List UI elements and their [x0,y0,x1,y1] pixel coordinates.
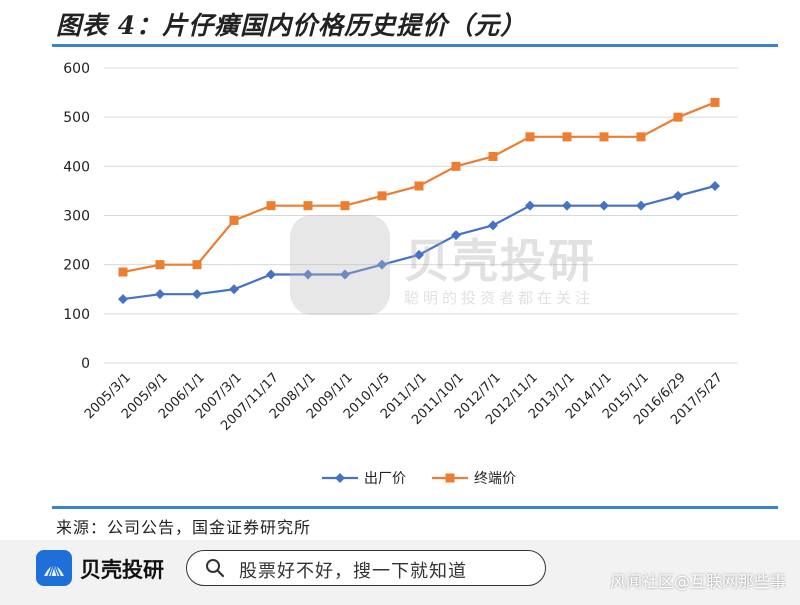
top-rule [52,44,778,47]
y-tick-label: 600 [63,61,90,77]
data-point-terminal [340,201,350,211]
data-point-terminal [192,260,202,270]
data-point-terminal [118,267,128,277]
y-tick-label: 400 [63,159,90,175]
data-point-terminal [636,132,646,142]
data-point-terminal [562,132,572,142]
data-point-terminal [229,215,239,225]
y-tick-label: 100 [63,307,90,323]
data-point-terminal [303,201,313,211]
y-tick-label: 200 [63,258,90,274]
legend-label: 终端价 [474,471,516,487]
search-placeholder: 股票好不好，搜一下就知道 [239,561,467,582]
data-point-factory [229,284,239,295]
y-tick-label: 0 [81,356,90,372]
data-point-terminal [377,191,387,201]
data-point-factory [266,269,276,280]
data-point-terminal [155,260,165,270]
watermark-logo [290,215,390,315]
data-point-factory [118,294,128,305]
watermark-title: 贝壳投研 [404,234,596,288]
data-point-factory [414,249,424,260]
beike-logo-icon[interactable] [36,550,72,586]
chart-svg: 01002003004005006002005/3/12005/9/12006/… [63,61,738,487]
data-point-terminal [710,97,720,107]
source-note: 来源：公司公告，国金证券研究所 [56,518,312,537]
search-icon [206,559,225,578]
footer-credit: 风闻社区@互联网那些事 [609,572,786,591]
watermark: 贝壳投研 聪明的投资者都在关注 [290,215,620,325]
bottom-rule [52,506,778,509]
y-tick-label: 500 [63,110,90,126]
data-point-factory [525,200,535,211]
legend-label: 出厂价 [364,471,406,487]
data-point-terminal [599,132,609,142]
logo-text[interactable]: 贝壳投研 [80,558,164,582]
watermark-subtitle: 聪明的投资者都在关注 [404,289,595,307]
title-bar: 图表 4：片仔癀国内价格历史提价（元） [0,0,800,44]
data-point-factory [710,181,720,191]
data-point-terminal [451,161,461,171]
data-point-factory [451,230,461,241]
legend-marker [335,473,345,483]
data-point-factory [192,289,202,300]
data-point-terminal [673,112,683,122]
legend-marker [445,473,455,483]
chart-title: 图表 4：片仔癀国内价格历史提价（元） [56,11,527,40]
data-point-factory [673,190,683,201]
data-point-terminal [488,152,498,161]
data-point-factory [155,289,165,300]
y-tick-label: 300 [63,209,90,225]
data-point-terminal [525,132,535,142]
data-point-factory [562,200,572,211]
data-point-factory [340,269,350,280]
data-point-factory [636,200,646,211]
data-point-factory [377,259,387,270]
bottom-bar: 贝壳投研 股票好不好，搜一下就知道 风闻社区@互联网那些事 [0,540,800,605]
search-input[interactable]: 股票好不好，搜一下就知道 [186,550,546,586]
data-point-terminal [414,181,424,191]
data-point-factory [303,269,313,280]
data-point-terminal [266,201,276,211]
data-point-factory [599,200,609,211]
data-point-factory [488,220,498,231]
